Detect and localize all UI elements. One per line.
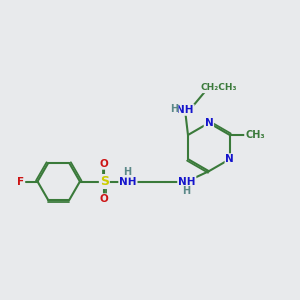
Text: CH₃: CH₃ [245,130,265,140]
Text: N: N [205,118,213,128]
Text: H: H [124,167,132,177]
Text: O: O [100,194,109,204]
Text: H: H [182,186,190,196]
Text: F: F [17,176,24,187]
Text: H: H [170,104,178,114]
Text: S: S [100,175,109,188]
Text: NH: NH [176,105,194,115]
Text: NH: NH [178,176,196,187]
Text: NH: NH [119,176,137,187]
Text: O: O [100,159,109,169]
Text: N: N [225,154,234,164]
Text: CH₂CH₃: CH₂CH₃ [201,83,237,92]
